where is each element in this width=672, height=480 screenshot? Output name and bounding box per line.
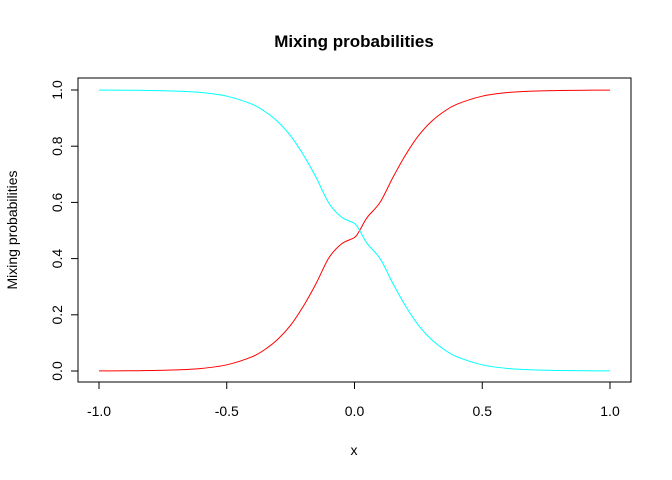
y-tick-label: 0.4	[49, 249, 65, 269]
y-tick-label: 1.0	[49, 80, 65, 100]
series-layer	[98, 89, 611, 372]
y-axis-label: Mixing probabilities	[4, 170, 20, 289]
y-axis: 0.0 0.2 0.4 0.6 0.8 1.0	[49, 80, 79, 381]
y-tick-label: 0.6	[49, 192, 65, 212]
y-tick-label: 0.8	[49, 136, 65, 156]
x-tick-label: -1.0	[87, 403, 111, 419]
chart-title: Mixing probabilities	[274, 32, 434, 51]
x-tick-label: 1.0	[600, 403, 620, 419]
x-axis-label: x	[351, 442, 358, 458]
x-tick-label: -0.5	[215, 403, 239, 419]
x-tick-label: 0.5	[473, 403, 493, 419]
y-tick-label: 0.0	[49, 361, 65, 381]
series-line-2	[98, 89, 611, 372]
y-tick-label: 0.2	[49, 305, 65, 325]
x-tick-label: 0.0	[345, 403, 365, 419]
series-line-1	[98, 89, 611, 372]
x-axis: -1.0 -0.5 0.0 0.5 1.0	[87, 381, 620, 419]
plot-frame	[77, 77, 632, 383]
